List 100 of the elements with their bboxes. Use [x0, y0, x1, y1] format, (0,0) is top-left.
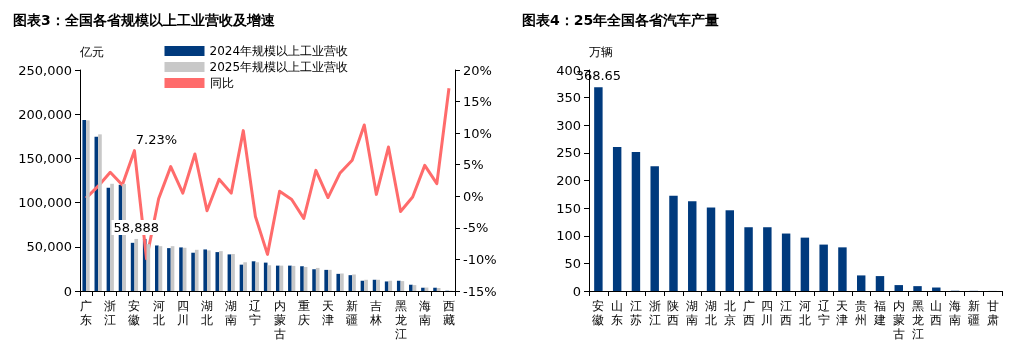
- bar: [744, 227, 753, 291]
- bar: [179, 247, 183, 291]
- y2-tick-label: 15%: [463, 94, 492, 110]
- y-tick-label: 150,000: [18, 150, 72, 166]
- bar: [243, 262, 247, 291]
- x-tick-label: 贵州: [855, 299, 868, 327]
- bar: [312, 269, 316, 291]
- bar: [327, 269, 332, 291]
- x-tick-label: 黑龙江: [394, 299, 407, 341]
- bar: [763, 227, 772, 291]
- x-tick-label: 湖南: [225, 299, 238, 327]
- y2-tick-label: -15%: [463, 283, 497, 299]
- bar: [98, 134, 102, 291]
- bar: [255, 262, 260, 291]
- x-tick-label: 广东: [80, 299, 93, 327]
- bar: [134, 238, 139, 291]
- bar: [800, 237, 810, 291]
- y-tick-label: 0: [63, 283, 72, 299]
- y2-tick-label: 5%: [463, 157, 484, 173]
- bar: [315, 267, 320, 291]
- x-tick-label: 海南: [949, 299, 962, 327]
- y-tick-label: 200,000: [18, 106, 72, 122]
- bar: [669, 195, 678, 291]
- x-tick-label: 吉林: [369, 299, 383, 327]
- bar: [215, 252, 220, 291]
- bar: [875, 276, 885, 291]
- y-tick-label: 100,000: [18, 195, 72, 211]
- x-tick-label: 新疆: [346, 299, 359, 327]
- x-tick-label: 西藏: [442, 299, 455, 327]
- bar: [612, 146, 622, 291]
- bar: [688, 201, 697, 291]
- x-tick-label: 内蒙古: [273, 299, 286, 341]
- bar: [263, 262, 268, 291]
- y-axis-title: 万辆: [589, 45, 613, 59]
- x-tick-label: 河北: [152, 299, 165, 327]
- bar: [819, 244, 828, 291]
- x-tick-label: 广西: [742, 299, 755, 327]
- x-tick-label: 辽宁: [249, 299, 262, 327]
- x-tick-label: 天津: [836, 299, 849, 327]
- bar: [364, 279, 368, 291]
- y2-tick-label: 10%: [463, 125, 492, 141]
- x-tick-label: 陕西: [667, 299, 680, 327]
- x-tick-label: 安徽: [128, 299, 141, 327]
- x-tick-label: 甘肃: [986, 299, 999, 327]
- bar: [396, 280, 401, 291]
- bar: [275, 265, 280, 291]
- x-tick-label: 四川: [761, 299, 774, 327]
- bar: [191, 252, 195, 291]
- x-tick-label: 天津: [321, 299, 334, 327]
- x-tick-label: 浙江: [648, 299, 661, 327]
- bar: [650, 166, 659, 291]
- x-tick-label: 江苏: [629, 299, 642, 327]
- x-tick-label: 山西: [930, 299, 943, 327]
- y-tick-label: 150: [556, 200, 581, 216]
- x-tick-label: 四川: [176, 299, 189, 327]
- bar: [932, 287, 941, 291]
- y-tick-label: 50: [564, 255, 581, 271]
- bar: [207, 250, 211, 291]
- x-tick-label: 湖南: [686, 299, 699, 327]
- bar: [725, 210, 735, 291]
- bar: [376, 279, 380, 291]
- data-label: 7.23%: [135, 131, 178, 147]
- bar: [706, 207, 716, 291]
- y-tick-label: 0: [572, 283, 581, 299]
- bar: [856, 275, 866, 291]
- bar: [388, 280, 393, 291]
- x-tick-label: 黑龙江: [911, 299, 924, 341]
- y-tick-label: 300: [556, 117, 581, 133]
- chart-title: 图表3：全国各省规模以上工业营收及增速: [13, 12, 276, 28]
- y-tick-label: 100: [556, 228, 581, 244]
- x-tick-label: 山东: [611, 299, 624, 327]
- bar: [433, 287, 437, 291]
- bar: [631, 152, 641, 291]
- x-tick-label: 浙江: [104, 299, 117, 327]
- y-tick-label: 350: [556, 90, 581, 106]
- x-tick-label: 湖北: [201, 299, 214, 327]
- bar: [324, 269, 328, 291]
- y2-tick-label: -5%: [463, 220, 489, 236]
- bar: [421, 287, 425, 291]
- bar: [300, 266, 304, 291]
- y2-tick-label: -10%: [463, 251, 497, 267]
- bar: [194, 249, 199, 291]
- y-axis-title: 亿元: [79, 45, 104, 59]
- x-tick-label: 河北: [798, 299, 811, 327]
- chart-title: 图表4：25年全国各省汽车产量: [522, 12, 720, 28]
- y-tick-label: 250,000: [18, 62, 72, 78]
- x-tick-label: 海南: [418, 299, 431, 327]
- y2-tick-label: 0%: [463, 188, 484, 204]
- bar: [838, 247, 847, 291]
- x-tick-label: 辽宁: [817, 299, 830, 327]
- bar: [203, 249, 208, 291]
- y-tick-label: 200: [556, 173, 581, 188]
- bar: [86, 120, 90, 291]
- bar: [110, 183, 114, 291]
- bar: [594, 87, 603, 291]
- bar: [913, 286, 922, 291]
- legend-label: 2024年规模以上工业营收: [209, 44, 349, 58]
- data-label: 58,888: [113, 219, 159, 235]
- legend-label: 2025年规模以上工业营收: [209, 60, 349, 74]
- x-tick-label: 福建: [872, 299, 886, 327]
